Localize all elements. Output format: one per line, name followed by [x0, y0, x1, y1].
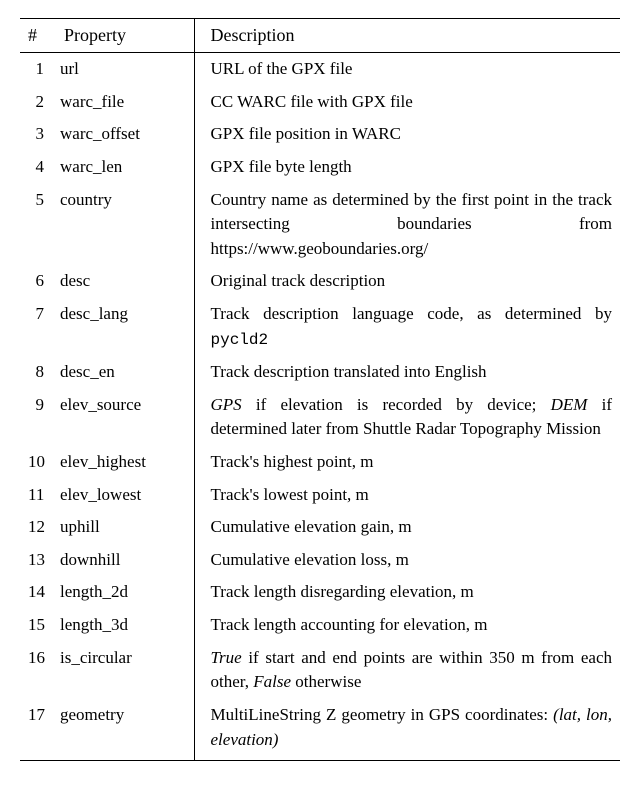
- row-description: Track's lowest point, m: [194, 479, 620, 512]
- row-description: Track description translated into Englis…: [194, 356, 620, 389]
- row-property: elev_lowest: [56, 479, 194, 512]
- row-number: 6: [20, 265, 56, 298]
- col-header-number: #: [20, 19, 56, 53]
- table-row: 11elev_lowestTrack's lowest point, m: [20, 479, 620, 512]
- row-property: length_3d: [56, 609, 194, 642]
- properties-table: # Property Description 1urlURL of the GP…: [20, 18, 620, 761]
- row-number: 4: [20, 151, 56, 184]
- row-property: warc_file: [56, 86, 194, 119]
- row-property: warc_len: [56, 151, 194, 184]
- row-property: desc: [56, 265, 194, 298]
- row-number: 14: [20, 576, 56, 609]
- row-description: GPX file position in WARC: [194, 118, 620, 151]
- row-number: 1: [20, 53, 56, 86]
- desc-fragment: False: [253, 672, 291, 691]
- row-description: GPX file byte length: [194, 151, 620, 184]
- row-number: 12: [20, 511, 56, 544]
- row-number: 7: [20, 298, 56, 356]
- table-row: 6descOriginal track description: [20, 265, 620, 298]
- row-number: 2: [20, 86, 56, 119]
- row-number: 9: [20, 389, 56, 446]
- desc-fragment: pycld2: [211, 331, 269, 349]
- row-description: Cumulative elevation gain, m: [194, 511, 620, 544]
- row-description: Original track description: [194, 265, 620, 298]
- row-number: 5: [20, 184, 56, 266]
- row-property: country: [56, 184, 194, 266]
- table-row: 14length_2dTrack length disregarding ele…: [20, 576, 620, 609]
- row-number: 13: [20, 544, 56, 577]
- table-row: 4warc_lenGPX file byte length: [20, 151, 620, 184]
- desc-fragment: MultiLineString Z geometry in GPS coordi…: [211, 705, 554, 724]
- table-row: 7desc_lang Track description language cod…: [20, 298, 620, 356]
- desc-fragment: otherwise: [291, 672, 361, 691]
- col-header-description: Description: [194, 19, 620, 53]
- table-row: 16is_circularTrue if start and end point…: [20, 642, 620, 699]
- table-row: 13downhillCumulative elevation loss, m: [20, 544, 620, 577]
- table-body: 1urlURL of the GPX file2warc_fileCC WARC…: [20, 53, 620, 761]
- table-row: 8desc_enTrack description translated int…: [20, 356, 620, 389]
- row-property: elev_highest: [56, 446, 194, 479]
- row-property: elev_source: [56, 389, 194, 446]
- desc-fragment: if elevation is recorded by device;: [242, 395, 551, 414]
- row-description: GPS if elevation is recorded by device; …: [194, 389, 620, 446]
- table-row: 10elev_highestTrack's highest point, m: [20, 446, 620, 479]
- table-row: 9elev_sourceGPS if elevation is recorded…: [20, 389, 620, 446]
- table-row: 12uphillCumulative elevation gain, m: [20, 511, 620, 544]
- row-number: 8: [20, 356, 56, 389]
- row-property: is_circular: [56, 642, 194, 699]
- row-description: MultiLineString Z geometry in GPS coordi…: [194, 699, 620, 761]
- table-row: 5countryCountry name as determined by th…: [20, 184, 620, 266]
- table-row: 3warc_offsetGPX file position in WARC: [20, 118, 620, 151]
- desc-fragment: True: [211, 648, 242, 667]
- table-row: 2warc_fileCC WARC file with GPX file: [20, 86, 620, 119]
- row-number: 11: [20, 479, 56, 512]
- row-property: geometry: [56, 699, 194, 761]
- row-property: downhill: [56, 544, 194, 577]
- row-description: Track length disregarding elevation, m: [194, 576, 620, 609]
- row-description: Track length accounting for elevation, m: [194, 609, 620, 642]
- row-description: Track's highest point, m: [194, 446, 620, 479]
- desc-fragment: Track description language code, as dete…: [211, 304, 613, 323]
- row-description: URL of the GPX file: [194, 53, 620, 86]
- table-header-row: # Property Description: [20, 19, 620, 53]
- col-header-property: Property: [56, 19, 194, 53]
- properties-table-container: # Property Description 1urlURL of the GP…: [0, 0, 640, 791]
- row-property: length_2d: [56, 576, 194, 609]
- row-description: CC WARC file with GPX file: [194, 86, 620, 119]
- row-property: desc_en: [56, 356, 194, 389]
- row-property: warc_offset: [56, 118, 194, 151]
- row-description: Country name as determined by the first …: [194, 184, 620, 266]
- row-description: Cumulative elevation loss, m: [194, 544, 620, 577]
- row-property: url: [56, 53, 194, 86]
- row-number: 16: [20, 642, 56, 699]
- row-description: True if start and end points are within …: [194, 642, 620, 699]
- row-property: uphill: [56, 511, 194, 544]
- row-property: desc_lang: [56, 298, 194, 356]
- row-number: 3: [20, 118, 56, 151]
- table-row: 1urlURL of the GPX file: [20, 53, 620, 86]
- desc-fragment: DEM: [551, 395, 588, 414]
- row-description: Track description language code, as dete…: [194, 298, 620, 356]
- table-row: 17geometry MultiLineString Z geometry in …: [20, 699, 620, 761]
- table-row: 15length_3dTrack length accounting for e…: [20, 609, 620, 642]
- row-number: 15: [20, 609, 56, 642]
- row-number: 17: [20, 699, 56, 761]
- row-number: 10: [20, 446, 56, 479]
- desc-fragment: GPS: [211, 395, 242, 414]
